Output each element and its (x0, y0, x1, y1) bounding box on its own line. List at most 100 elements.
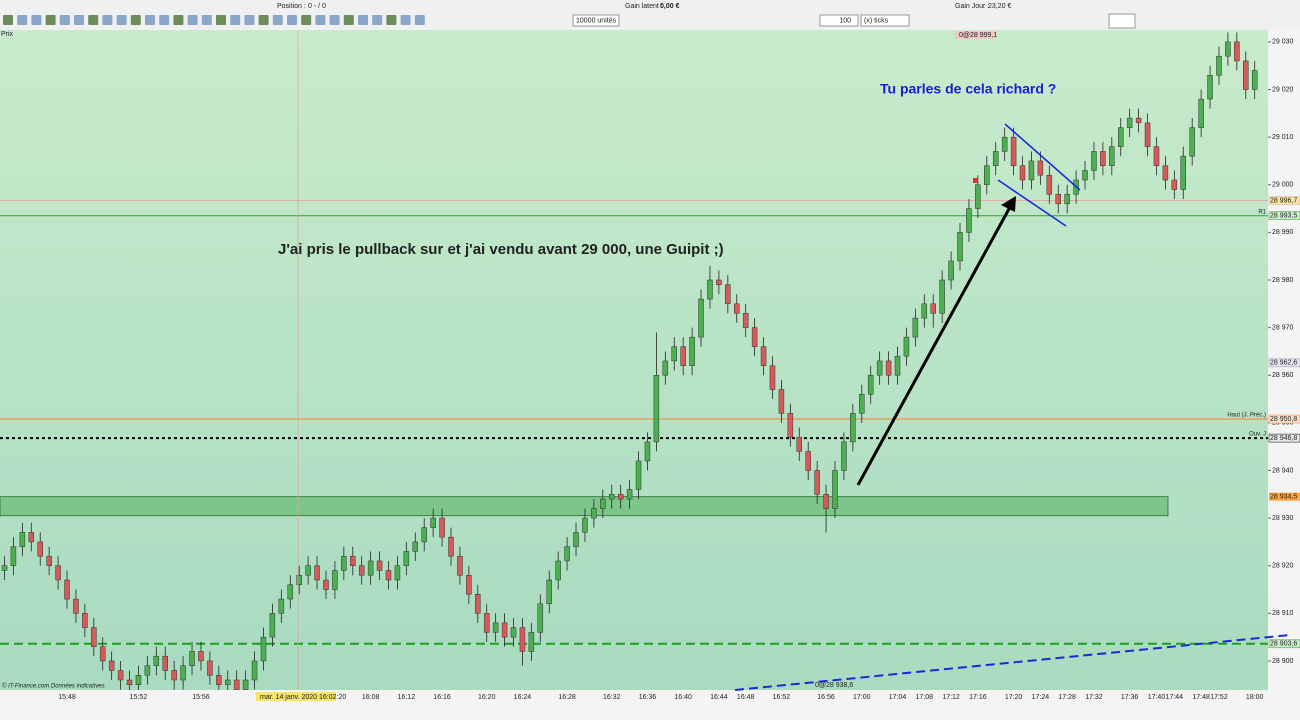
tool-icon[interactable] (301, 15, 312, 25)
candle-body (1126, 117, 1133, 128)
candle-body (1019, 165, 1026, 181)
tool-icon[interactable] (187, 15, 198, 25)
candle-body (108, 660, 115, 671)
tool-icon[interactable] (17, 15, 28, 25)
tool-icon[interactable] (216, 15, 226, 25)
candle-body (671, 346, 677, 362)
tool-icon[interactable] (145, 15, 155, 25)
candle-body (582, 517, 588, 533)
price-box-label: 28 934,5 (1270, 494, 1297, 501)
tool-icon[interactable] (400, 15, 411, 25)
candle-body (457, 555, 463, 576)
tool-icon[interactable] (343, 15, 354, 25)
x-tick-label: 17:12 (942, 694, 960, 701)
period-select[interactable] (860, 14, 910, 27)
candle-body (225, 679, 231, 686)
candle-body (117, 670, 124, 681)
tool-icon[interactable] (116, 15, 127, 25)
tool-icon[interactable] (45, 15, 56, 25)
tool-icon[interactable] (244, 15, 255, 25)
candle-body (483, 613, 490, 633)
tool-icon[interactable] (31, 15, 42, 25)
candle-body (823, 494, 829, 509)
candle-body (1162, 165, 1169, 181)
x-tick-label: 16:28 (558, 694, 576, 701)
x-tick-label: 16:12 (398, 694, 416, 701)
x-tick-label: 17:20 (1005, 694, 1023, 701)
period-unit: (x) ticks (864, 17, 889, 24)
candle-body (358, 565, 365, 576)
candle-body (707, 279, 713, 300)
candle-body (751, 327, 758, 347)
tool-icon[interactable] (230, 15, 241, 25)
tool-icon[interactable] (287, 15, 297, 25)
x-tick-label: 15:48 (58, 694, 76, 701)
candle-body (796, 436, 803, 452)
candle-body (350, 555, 356, 566)
quantity-select[interactable] (572, 14, 620, 27)
candle-body (725, 284, 731, 305)
tool-icon[interactable] (201, 15, 212, 25)
tool-icon[interactable] (173, 15, 184, 25)
tool-icon[interactable] (315, 15, 326, 25)
order-marker (973, 178, 978, 183)
candle-body (403, 551, 410, 566)
tool-icon[interactable] (258, 15, 269, 25)
position-value: 0 - / 0 (308, 3, 326, 10)
candle-body (73, 598, 79, 614)
tool-icon[interactable] (358, 15, 368, 25)
footer: © IT-Finance.com Données indicatives (2, 683, 105, 690)
chart-type-button[interactable] (1108, 13, 1136, 29)
candle-body (912, 317, 919, 338)
candle-body (546, 579, 552, 605)
candle-body (1144, 122, 1151, 147)
candle-body (216, 674, 222, 686)
candle-body (341, 555, 347, 571)
candle-body (921, 303, 928, 319)
candle-body (984, 165, 990, 186)
period-input[interactable] (819, 14, 859, 27)
tool-icon[interactable] (88, 15, 99, 25)
arrow-head (1001, 196, 1016, 212)
latent-value: 0,00 € (660, 3, 680, 10)
price-tab[interactable]: Prix (1, 31, 14, 38)
candle-body (19, 532, 26, 547)
candle-body (233, 679, 240, 690)
candle-body (769, 365, 776, 390)
candle-body (278, 598, 285, 614)
candle-body (876, 360, 883, 376)
x-tick-label: 16:56 (817, 694, 835, 701)
x-tick-label: 15:56 (192, 694, 210, 701)
candle-body (260, 636, 267, 662)
quantity: 10000 unités (576, 17, 617, 24)
tool-icon[interactable] (102, 15, 113, 25)
tool-icon[interactable] (329, 15, 340, 25)
x-tick-label: 17:16 (969, 694, 987, 701)
tool-icon[interactable] (372, 15, 383, 25)
price-box (1268, 414, 1300, 424)
tool-icon[interactable] (130, 15, 141, 25)
candle-body (1171, 179, 1178, 190)
candle-body (841, 441, 847, 471)
candle-body (564, 546, 570, 562)
y-tick-label: 28 930 (1272, 515, 1294, 522)
tool-icon[interactable] (414, 15, 425, 25)
tool-icon[interactable] (59, 15, 70, 25)
candle-body (1153, 146, 1160, 166)
candle-body (180, 665, 186, 681)
candle-body (162, 655, 168, 671)
candle-body (1109, 146, 1115, 166)
candle-body (948, 260, 954, 281)
candle-body (1135, 117, 1142, 124)
candle-body (64, 579, 70, 600)
x-tick-label: 17:08 (916, 694, 934, 701)
tool-icon[interactable] (3, 15, 13, 25)
candle-body (894, 355, 901, 376)
candle-body (1001, 136, 1008, 152)
tool-icon[interactable] (272, 15, 283, 25)
x-tick-label: 16:24 (514, 694, 532, 701)
tool-icon[interactable] (159, 15, 170, 25)
candle-body (242, 679, 249, 690)
tool-icon[interactable] (386, 15, 397, 25)
tool-icon[interactable] (74, 15, 84, 25)
